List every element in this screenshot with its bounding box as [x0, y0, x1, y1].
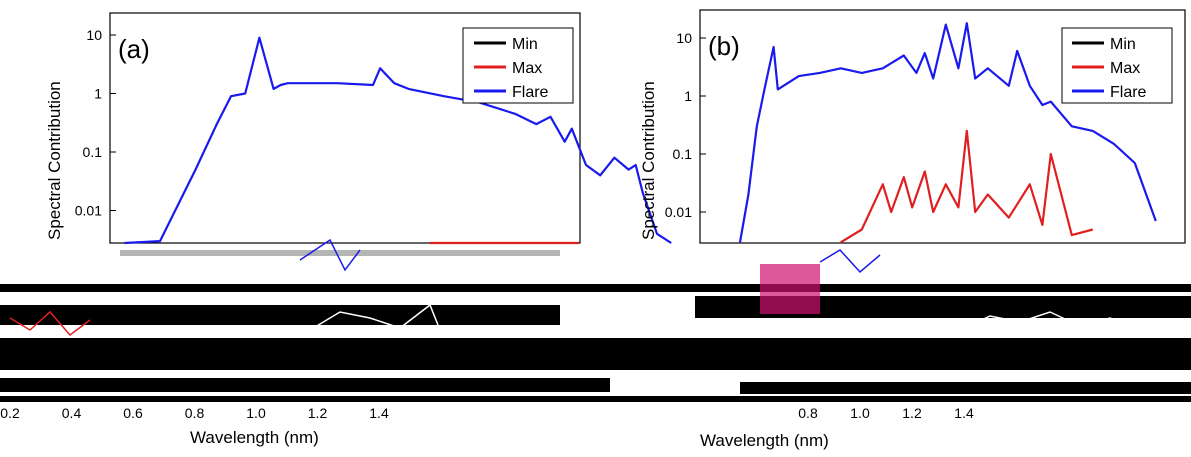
legend-label-max: Max — [512, 60, 542, 77]
panel-label: (b) — [708, 31, 740, 61]
y-tick-label: 0.1 — [673, 146, 693, 162]
glitch-trace — [9, 310, 91, 337]
glitch-trace — [309, 303, 441, 331]
legend-label-min: Min — [1110, 36, 1136, 53]
y-axis-title: Spectral Contribution — [45, 81, 64, 240]
series-lines — [124, 36, 672, 245]
x-tick-label: 0.6 — [123, 405, 143, 421]
y-axis-title: Spectral Contribution — [639, 81, 658, 240]
x-tick-label: 0.4 — [62, 405, 82, 421]
x-tick-label: 1.2 — [308, 405, 328, 421]
glitch-trace — [819, 249, 881, 274]
series-line-max — [840, 129, 1094, 244]
glitch-block — [0, 284, 1191, 292]
legend-label-min: Min — [512, 36, 538, 53]
y-tick-label: 0.01 — [665, 204, 692, 220]
glitch-block — [0, 378, 610, 392]
y-axis-ticks: 10 1 0.1 0.01 — [665, 30, 706, 220]
legend-label-max: Max — [1110, 60, 1140, 77]
glitch-block — [0, 396, 1191, 402]
x-axis-ticks: 0.2 0.4 0.6 0.8 1.0 1.2 1.4 — [0, 405, 389, 421]
series-line-flare — [738, 22, 1157, 243]
x-tick-label: 0.8 — [798, 405, 818, 421]
glitch-trace — [959, 311, 1141, 331]
series-line-flare — [124, 36, 672, 245]
plot-frame — [699, 9, 1186, 244]
x-tick-label: 1.2 — [902, 405, 922, 421]
render-glitch-band — [0, 238, 1191, 402]
panel-label: (a) — [118, 34, 150, 64]
y-tick-label: 1 — [94, 86, 102, 102]
y-tick-label: 0.01 — [75, 203, 102, 219]
x-axis-title: Wavelength (nm) — [190, 428, 319, 447]
y-tick-label: 10 — [86, 27, 102, 43]
chart-panel-b: (b) 10 1 0.1 0.01 Min Max Flare Spectral Co… — [639, 9, 1186, 450]
glitch-block — [760, 264, 820, 314]
legend-label-flare: Flare — [1110, 84, 1147, 101]
x-axis-title: Wavelength (nm) — [700, 431, 829, 450]
x-tick-label: 1.0 — [246, 405, 266, 421]
series-lines — [738, 22, 1157, 244]
x-tick-label: 0.2 — [0, 405, 20, 421]
glitch-block — [0, 305, 560, 325]
y-tick-label: 10 — [676, 30, 692, 46]
y-axis-ticks: 10 1 0.1 0.01 — [75, 27, 116, 219]
glitch-block — [120, 250, 560, 256]
y-tick-label: 1 — [684, 88, 692, 104]
x-tick-label: 1.0 — [850, 405, 870, 421]
x-axis-ticks: 0.8 1.0 1.2 1.4 — [798, 405, 974, 421]
y-tick-label: 0.1 — [83, 144, 103, 160]
glitch-block — [740, 382, 1191, 394]
glitch-trace — [299, 238, 361, 272]
legend: Min Max Flare — [462, 27, 574, 104]
plot-frame — [109, 12, 581, 244]
x-tick-label: 1.4 — [954, 405, 974, 421]
chart-panel-a: (a) 10 1 0.1 0.01 Min Max Flare Spectral Co… — [0, 12, 672, 447]
legend-label-flare: Flare — [512, 84, 549, 101]
x-tick-label: 0.8 — [185, 405, 205, 421]
legend: Min Max Flare — [1061, 27, 1173, 104]
x-tick-label: 1.4 — [369, 405, 389, 421]
glitch-block — [0, 338, 1191, 370]
